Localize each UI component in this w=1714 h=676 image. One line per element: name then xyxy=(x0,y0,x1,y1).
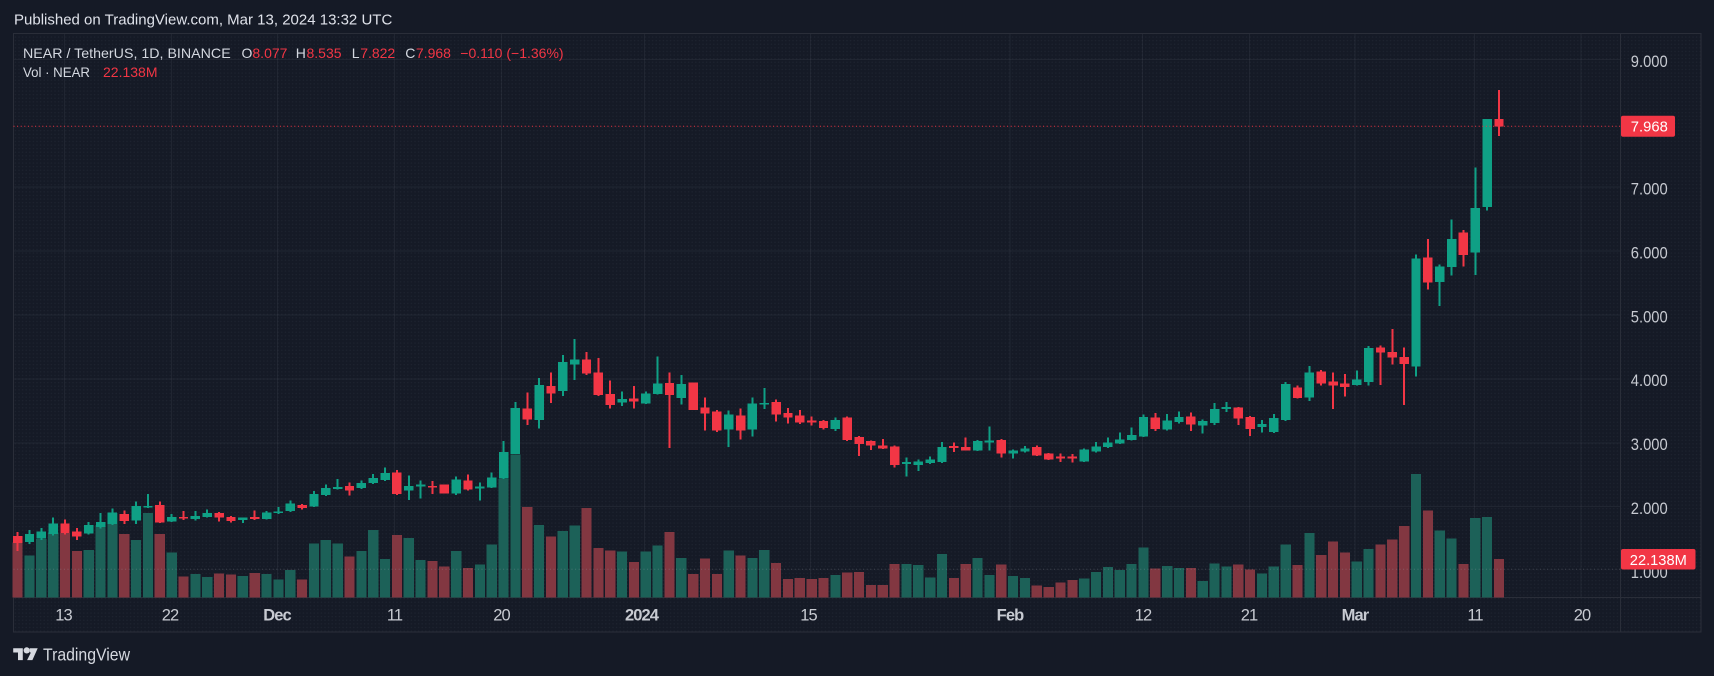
svg-text:20: 20 xyxy=(1574,607,1591,625)
svg-text:7.000: 7.000 xyxy=(1631,180,1668,199)
svg-text:8.077: 8.077 xyxy=(252,45,287,61)
svg-text:11: 11 xyxy=(387,607,403,625)
svg-text:Published on TradingView.com,: Published on TradingView.com, Mar 13, 20… xyxy=(14,12,392,29)
svg-text:9.000: 9.000 xyxy=(1631,52,1668,71)
svg-text:11: 11 xyxy=(1467,607,1483,625)
svg-text:−0.110 (−1.36%): −0.110 (−1.36%) xyxy=(460,45,563,61)
svg-text:5.000: 5.000 xyxy=(1631,307,1668,326)
svg-text:Dec: Dec xyxy=(263,607,291,625)
svg-text:H: H xyxy=(296,45,306,61)
svg-text:TradingView: TradingView xyxy=(43,645,130,665)
svg-text:7.968: 7.968 xyxy=(416,45,451,61)
svg-text:22.138M: 22.138M xyxy=(103,64,157,80)
svg-text:21: 21 xyxy=(1241,607,1258,625)
svg-text:22.138M: 22.138M xyxy=(1630,552,1687,569)
svg-text:O: O xyxy=(242,45,253,61)
svg-text:7.968: 7.968 xyxy=(1631,120,1668,136)
svg-text:20: 20 xyxy=(493,607,510,625)
svg-text:4.000: 4.000 xyxy=(1631,371,1668,390)
svg-text:2.000: 2.000 xyxy=(1631,499,1668,518)
svg-text:Feb: Feb xyxy=(997,607,1024,625)
svg-text:13: 13 xyxy=(55,607,72,625)
svg-text:15: 15 xyxy=(800,607,817,625)
svg-text:3.000: 3.000 xyxy=(1631,435,1668,454)
svg-text:8.535: 8.535 xyxy=(307,45,342,61)
svg-text:NEAR / TetherUS, 1D, BINANCE: NEAR / TetherUS, 1D, BINANCE xyxy=(23,45,231,61)
svg-text:L: L xyxy=(352,45,360,61)
svg-text:C: C xyxy=(405,45,415,61)
svg-text:6.000: 6.000 xyxy=(1631,243,1668,262)
svg-text:Mar: Mar xyxy=(1342,607,1370,625)
svg-text:2024: 2024 xyxy=(625,607,660,625)
svg-text:12: 12 xyxy=(1135,607,1152,625)
svg-text:Vol · NEAR: Vol · NEAR xyxy=(23,64,90,80)
svg-text:22: 22 xyxy=(162,607,179,625)
svg-text:7.822: 7.822 xyxy=(360,45,395,61)
